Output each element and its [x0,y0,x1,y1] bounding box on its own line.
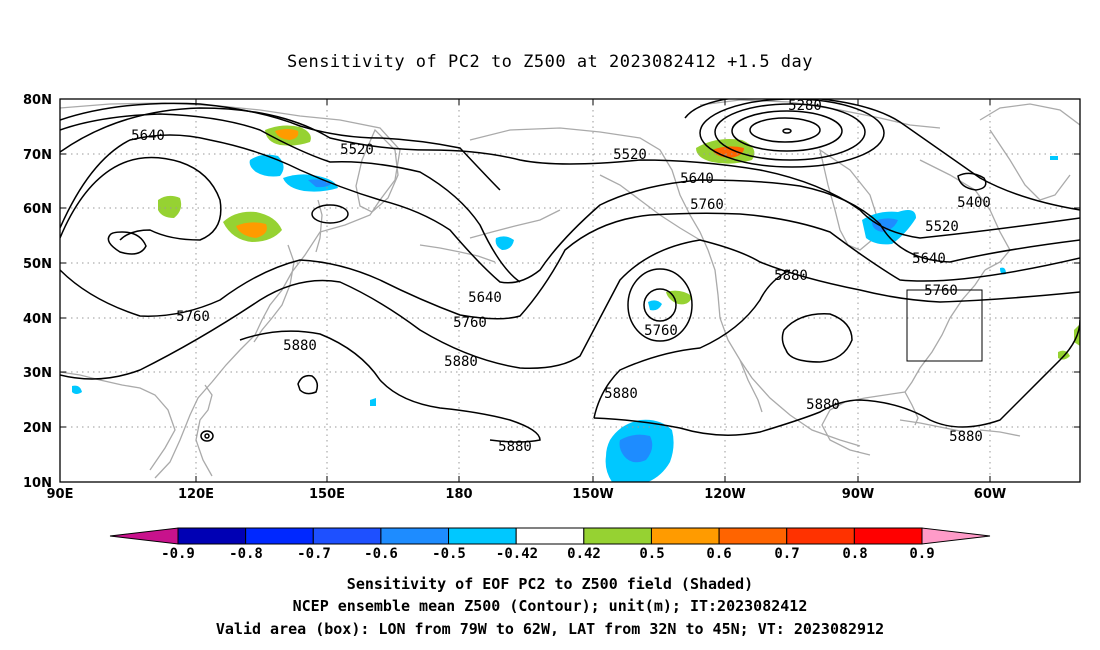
latitude-labels: 80N 70N 60N 50N 40N 30N 20N 10N [23,93,52,491]
colorbar-label: -0.8 [229,546,263,562]
colorbar-swatch [312,527,382,545]
negative-sensitivity-patch [72,385,82,394]
colorbar-swatch [448,527,517,545]
sensitivity-shading [72,125,1080,482]
contour-label: 5760 [924,283,958,299]
contour-label: 5880 [774,268,808,284]
positive-sensitivity-patch [158,195,182,218]
contour-label: 5640 [468,290,502,306]
lat-label: 40N [23,312,52,327]
negative-sensitivity-patch [648,300,662,311]
lon-label: 60W [974,487,1006,502]
negative-sensitivity-patch [1050,156,1058,160]
colorbar: -0.9 -0.8 -0.7 -0.6 -0.5 -0.42 0.42 0.5 … [109,527,991,562]
colorbar-swatch [245,527,314,545]
positive-sensitivity-core [236,222,267,238]
figure-title: Sensitivity of PC2 to Z500 at 2023082412… [287,52,813,72]
colorbar-label: 0.42 [567,546,601,562]
axis-ticks [60,98,1080,483]
caption-line-1: Sensitivity of EOF PC2 to Z500 field (Sh… [347,575,753,593]
lon-label: 180 [445,487,472,502]
contour-label: 5880 [444,354,478,370]
negative-sensitivity-patch [370,398,376,406]
lon-label: 90E [47,487,74,502]
contour-label: 5760 [453,315,487,331]
lon-label: 90W [842,487,874,502]
lat-label: 30N [23,366,52,381]
positive-sensitivity-core [275,129,299,140]
contour-label: 5760 [644,323,678,339]
colorbar-swatch [583,527,652,545]
lat-label: 10N [23,476,52,491]
colorbar-label: 0.6 [706,546,731,562]
colorbar-label: 0.8 [842,546,867,562]
contour-label: 5280 [788,98,822,114]
coastlines [60,99,1080,479]
negative-sensitivity-patch [249,154,284,177]
colorbar-swatch [718,527,788,545]
colorbar-label: 0.7 [774,546,799,562]
lon-label: 150E [309,487,345,502]
map-frame [59,98,1081,483]
lat-label: 70N [23,148,52,163]
colorbar-swatch [853,527,923,545]
positive-sensitivity-core [712,146,744,158]
longitude-labels: 90E 120E 150E 180 150W 120W 90W 60W [47,487,1007,502]
negative-sensitivity-patch [283,174,338,192]
contour-label: 5760 [176,309,210,325]
valid-area-box [906,289,983,362]
lat-label: 80N [23,93,52,108]
contour-label: 5520 [925,219,959,235]
lat-lon-grid [60,99,1080,482]
caption-line-3: Valid area (box): LON from 79W to 62W, L… [216,620,884,638]
lon-label: 120E [178,487,214,502]
contour-label: 5880 [498,439,532,455]
contour-labels: 5640 5520 5280 5520 5640 5760 5400 5520 … [131,98,991,455]
contour-label: 5880 [949,429,983,445]
colorbar-swatch [786,527,855,545]
contour-label: 5880 [283,338,317,354]
lat-label: 20N [23,421,52,436]
contour-label: 5640 [912,251,946,267]
contour-label: 5880 [806,397,840,413]
negative-sensitivity-patch [495,236,514,250]
map-panel: 5640 5520 5280 5520 5640 5760 5400 5520 … [59,98,1081,483]
colorbar-swatch [380,527,450,545]
colorbar-label: -0.5 [432,546,466,562]
lon-label: 120W [704,487,745,502]
colorbar-swatch [177,527,247,545]
caption-line-2: NCEP ensemble mean Z500 (Contour); unit(… [293,597,808,615]
colorbar-high-triangle [921,527,991,545]
contour-label: 5760 [690,197,724,213]
lat-label: 50N [23,257,52,272]
colorbar-low-triangle [109,527,179,545]
colorbar-swatch [515,527,585,545]
colorbar-swatch [650,527,720,545]
lat-label: 60N [23,202,52,217]
z500-contours [60,99,1080,443]
colorbar-label: -0.6 [364,546,398,562]
contour-label: 5640 [680,171,714,187]
contour-label: 5640 [131,128,165,144]
contour-label: 5400 [957,195,991,211]
colorbar-label: -0.42 [496,546,538,562]
captions: Sensitivity of EOF PC2 to Z500 field (Sh… [216,575,884,638]
colorbar-label: -0.9 [161,546,195,562]
lon-label: 150W [572,487,613,502]
contour-5280 [749,117,821,143]
contour-label: 5520 [613,147,647,163]
contour-label: 5520 [340,142,374,158]
negative-sensitivity-core [619,434,653,463]
colorbar-label: 0.5 [639,546,664,562]
colorbar-label: -0.7 [297,546,331,562]
colorbar-label: 0.9 [909,546,934,562]
contour-label: 5880 [604,386,638,402]
